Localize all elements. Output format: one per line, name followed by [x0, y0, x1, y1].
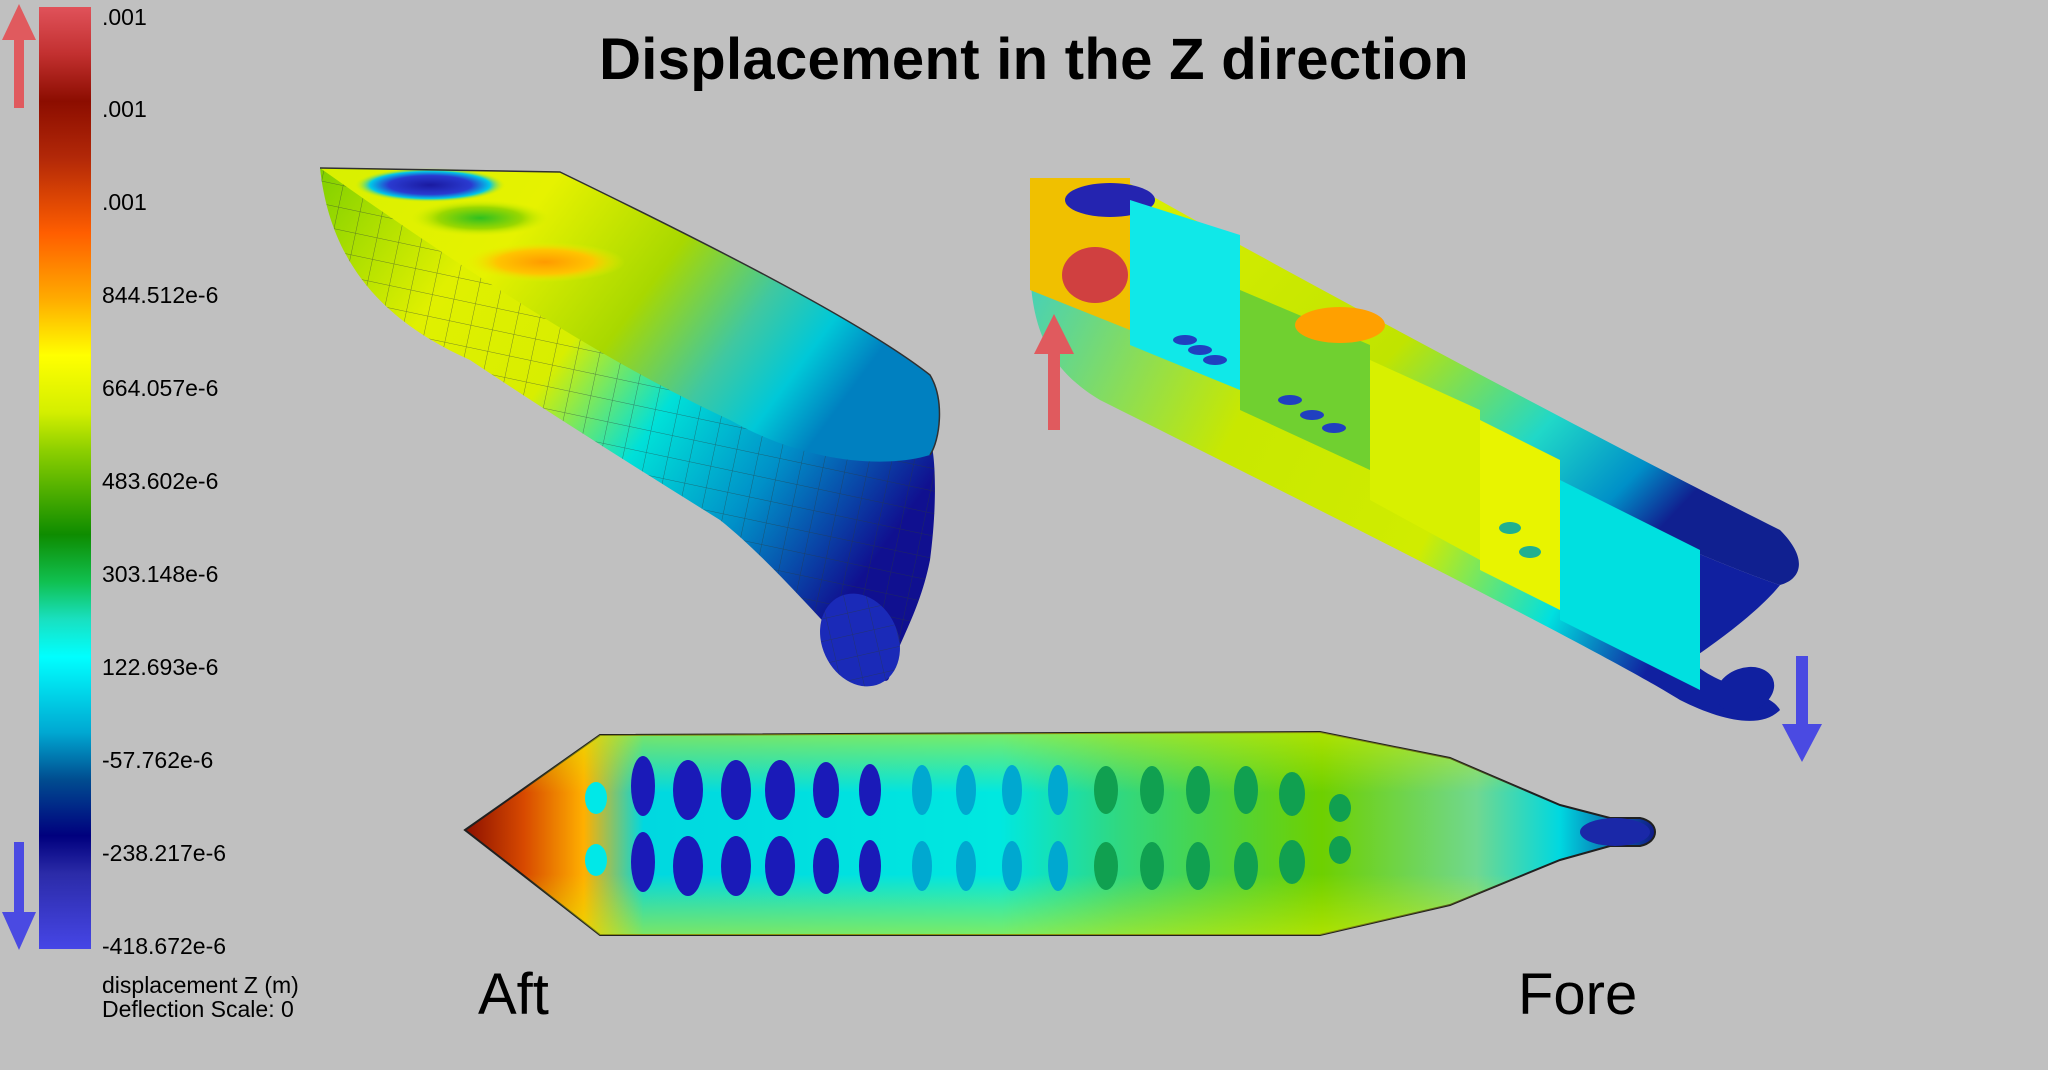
- legend-caption-quantity: displacement Z (m): [102, 972, 299, 998]
- legend-tick: .001: [102, 4, 147, 30]
- legend-tick: -57.762e-6: [102, 747, 214, 773]
- legend-tick: 303.148e-6: [102, 561, 219, 587]
- legend-tick: -418.672e-6: [102, 933, 227, 959]
- aft-label: Aft: [478, 962, 549, 1027]
- legend-tick: 844.512e-6: [102, 282, 219, 308]
- color-legend-bar: [39, 7, 91, 949]
- fore-label: Fore: [1518, 962, 1638, 1027]
- legend-up-arrow: [2, 4, 36, 108]
- legend-down-arrow: [2, 842, 36, 950]
- chart-title: Displacement in the Z direction: [599, 27, 1469, 92]
- legend-tick: .001: [102, 96, 147, 122]
- legend-tick: 483.602e-6: [102, 468, 219, 494]
- legend-tick: 122.693e-6: [102, 654, 219, 680]
- legend-tick: 664.057e-6: [102, 375, 219, 401]
- cutaway-up-arrow: [1034, 314, 1074, 430]
- cutaway-down-arrow: [1782, 656, 1822, 762]
- legend-tick: -238.217e-6: [102, 840, 227, 866]
- legend-tick: .001: [102, 189, 147, 215]
- legend-caption-deflection: Deflection Scale: 0: [102, 996, 294, 1022]
